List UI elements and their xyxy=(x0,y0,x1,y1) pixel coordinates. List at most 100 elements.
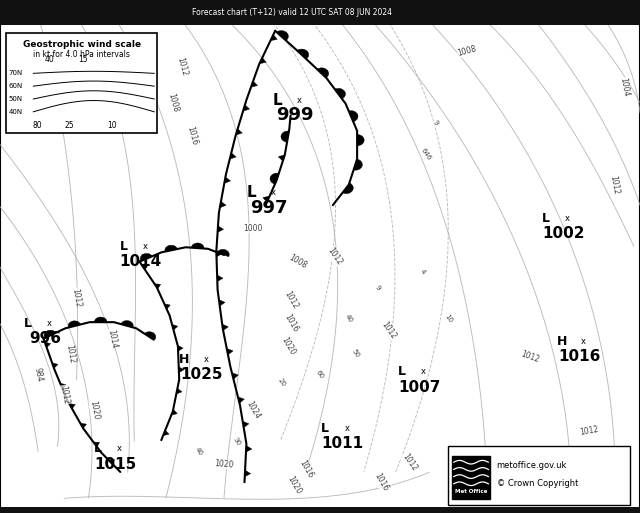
Polygon shape xyxy=(230,153,236,159)
Wedge shape xyxy=(335,88,346,99)
Text: 15: 15 xyxy=(78,54,88,64)
Polygon shape xyxy=(216,250,222,257)
Polygon shape xyxy=(243,105,250,111)
Text: L: L xyxy=(272,92,282,108)
Polygon shape xyxy=(172,410,177,415)
Text: 1016: 1016 xyxy=(185,126,199,146)
Text: x: x xyxy=(143,242,148,251)
Text: 1012: 1012 xyxy=(58,385,70,405)
Text: 1012: 1012 xyxy=(282,289,300,311)
Text: x: x xyxy=(271,188,276,197)
Text: Met Office: Met Office xyxy=(455,489,487,494)
Text: 10: 10 xyxy=(443,312,453,324)
Polygon shape xyxy=(45,342,51,348)
Polygon shape xyxy=(178,345,183,351)
Wedge shape xyxy=(357,134,364,146)
Polygon shape xyxy=(179,367,184,372)
Text: 1012: 1012 xyxy=(608,174,621,195)
Text: 50: 50 xyxy=(350,349,360,359)
Polygon shape xyxy=(219,300,225,306)
Polygon shape xyxy=(244,470,251,477)
Text: 1024: 1024 xyxy=(244,400,262,421)
Polygon shape xyxy=(172,324,178,330)
Text: x: x xyxy=(565,213,570,223)
Text: L: L xyxy=(246,185,257,200)
Text: 1014: 1014 xyxy=(106,328,118,349)
Wedge shape xyxy=(342,183,353,193)
Text: 1002: 1002 xyxy=(542,226,584,241)
Text: L: L xyxy=(398,365,406,379)
Text: Geostrophic wind scale: Geostrophic wind scale xyxy=(22,40,141,49)
Text: x: x xyxy=(296,95,301,105)
Wedge shape xyxy=(217,249,229,256)
Polygon shape xyxy=(227,348,233,355)
Wedge shape xyxy=(145,332,156,340)
Wedge shape xyxy=(353,159,362,170)
Polygon shape xyxy=(141,265,148,270)
Text: 1016: 1016 xyxy=(372,471,390,493)
Text: 1004: 1004 xyxy=(618,77,630,97)
Text: x: x xyxy=(204,354,209,364)
Polygon shape xyxy=(163,430,169,436)
Polygon shape xyxy=(69,404,76,409)
Text: 50N: 50N xyxy=(8,96,22,102)
Text: 1012: 1012 xyxy=(326,246,344,267)
Text: 996: 996 xyxy=(29,331,61,346)
Polygon shape xyxy=(222,324,228,330)
Text: 1012: 1012 xyxy=(401,452,419,473)
Polygon shape xyxy=(80,423,86,428)
Text: H: H xyxy=(557,334,567,348)
Text: 1020: 1020 xyxy=(285,474,303,496)
Polygon shape xyxy=(251,81,257,87)
Text: 20: 20 xyxy=(276,377,287,387)
Polygon shape xyxy=(93,442,100,447)
Bar xyxy=(0,507,640,513)
Text: 1008: 1008 xyxy=(166,92,180,113)
Text: 1012: 1012 xyxy=(520,349,540,364)
Polygon shape xyxy=(243,421,249,428)
Text: x: x xyxy=(47,319,52,328)
Text: 40N: 40N xyxy=(8,109,22,115)
Text: in kt for 4.0 hPa intervals: in kt for 4.0 hPa intervals xyxy=(33,50,130,59)
Wedge shape xyxy=(44,330,56,338)
Text: 30: 30 xyxy=(232,436,242,447)
Polygon shape xyxy=(220,202,226,208)
Polygon shape xyxy=(217,275,223,282)
Text: x: x xyxy=(344,424,349,433)
Text: L: L xyxy=(94,442,102,456)
Polygon shape xyxy=(238,397,244,403)
Wedge shape xyxy=(270,173,279,184)
Text: 1012: 1012 xyxy=(496,446,515,457)
Text: 1020: 1020 xyxy=(88,400,101,421)
Text: 1000: 1000 xyxy=(243,224,262,233)
Text: 1016: 1016 xyxy=(297,459,315,480)
Text: L: L xyxy=(24,317,31,330)
Polygon shape xyxy=(278,155,285,161)
Polygon shape xyxy=(246,446,252,452)
Polygon shape xyxy=(263,196,269,202)
Wedge shape xyxy=(165,245,177,251)
Text: L: L xyxy=(120,240,127,253)
Wedge shape xyxy=(191,243,204,248)
Bar xyxy=(452,456,490,499)
Wedge shape xyxy=(68,321,81,327)
Text: 40: 40 xyxy=(45,54,55,64)
Text: 984: 984 xyxy=(33,367,44,382)
Text: © Crown Copyright: © Crown Copyright xyxy=(497,479,578,488)
Text: L: L xyxy=(542,211,550,225)
Text: 40: 40 xyxy=(193,446,204,457)
Wedge shape xyxy=(121,321,133,327)
Text: 1012: 1012 xyxy=(64,344,77,364)
Bar xyxy=(448,446,630,505)
Polygon shape xyxy=(218,226,223,232)
Text: 1011: 1011 xyxy=(321,436,364,451)
Text: 1012: 1012 xyxy=(70,287,83,308)
Text: 1020: 1020 xyxy=(214,459,234,469)
Text: 1020: 1020 xyxy=(279,336,297,357)
Polygon shape xyxy=(259,57,266,64)
Text: Forecast chart (T+12) valid 12 UTC SAT 08 JUN 2024: Forecast chart (T+12) valid 12 UTC SAT 0… xyxy=(192,8,392,17)
Wedge shape xyxy=(276,31,289,41)
Text: 1015: 1015 xyxy=(94,457,136,472)
Text: 1016: 1016 xyxy=(282,312,300,334)
Polygon shape xyxy=(224,177,230,184)
